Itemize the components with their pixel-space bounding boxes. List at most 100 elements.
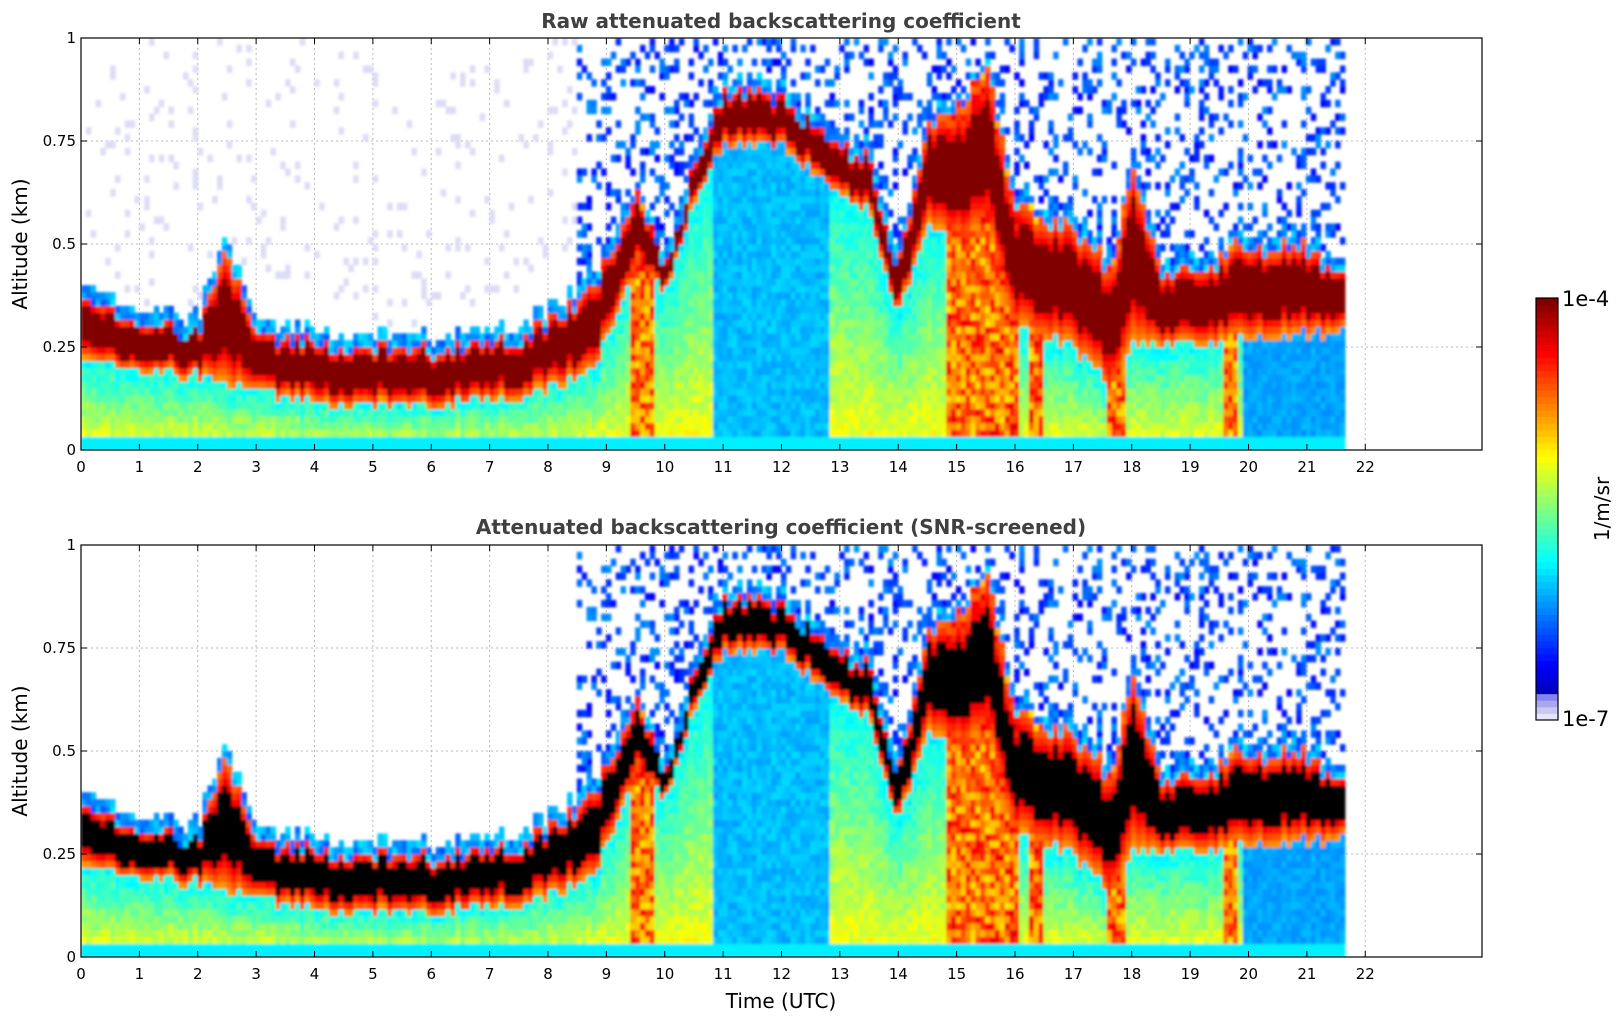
colorbar-step	[1536, 357, 1558, 365]
colorbar-step	[1536, 541, 1558, 550]
y-tick-label: 0.5	[52, 235, 76, 253]
colorbar-step	[1536, 344, 1558, 352]
colorbar-step	[1536, 403, 1558, 411]
x-axis-label: Time (UTC)	[725, 989, 837, 1013]
x-tick-label: 15	[947, 965, 966, 983]
colorbar-step	[1536, 396, 1558, 404]
colorbar-unit-label: 1/m/sr	[1590, 476, 1614, 541]
y-tick-label: 1	[66, 536, 76, 554]
x-tick-label: 7	[485, 458, 495, 476]
colorbar-step	[1536, 377, 1558, 385]
colorbar-step	[1536, 317, 1558, 325]
colorbar-step	[1536, 693, 1558, 701]
colorbar-step	[1536, 700, 1558, 708]
x-tick-label: 0	[76, 458, 86, 476]
x-tick-label: 17	[1064, 458, 1083, 476]
x-tick-label: 2	[193, 458, 203, 476]
colorbar-step	[1536, 330, 1558, 339]
x-tick-label: 13	[830, 458, 849, 476]
colorbar-step	[1536, 383, 1558, 391]
colorbar-step	[1536, 601, 1558, 609]
colorbar-step	[1536, 469, 1558, 477]
colorbar-step	[1536, 456, 1558, 464]
colorbar-step	[1536, 502, 1558, 510]
x-tick-label: 11	[714, 965, 733, 983]
colorbar-min-label: 1e-7	[1562, 707, 1609, 731]
colorbar-step	[1536, 555, 1558, 563]
panel-screened-ylabel: Altitude (km)	[8, 685, 32, 816]
colorbar: 1e-4 1e-7 1/m/sr	[1535, 287, 1614, 731]
x-tick-label: 9	[602, 965, 612, 983]
y-tick-label: 0.75	[43, 639, 76, 657]
colorbar-step	[1536, 535, 1558, 543]
x-tick-label: 16	[1005, 965, 1024, 983]
colorbar-step	[1536, 706, 1558, 714]
x-tick-label: 12	[772, 458, 791, 476]
colorbar-step	[1536, 370, 1558, 378]
x-tick-label: 9	[602, 458, 612, 476]
colorbar-step	[1536, 509, 1558, 517]
x-tick-label: 13	[830, 965, 849, 983]
panel-raw-yticks: 0 0.25 0.5 0.75 1	[43, 29, 1482, 459]
x-tick-label: 14	[889, 965, 908, 983]
colorbar-step	[1536, 614, 1558, 622]
colorbar-step	[1536, 673, 1558, 681]
x-tick-label: 15	[947, 458, 966, 476]
colorbar-step	[1536, 607, 1558, 615]
colorbar-step	[1536, 311, 1558, 319]
y-tick-label: 0.25	[43, 845, 76, 863]
panel-screened-xticks: 0 1 2 3 4 5 6 7 8 9 10 11 12 13 14 15 16 17 18 19 20 21 22	[76, 545, 1375, 983]
colorbar-step	[1536, 476, 1558, 484]
colorbar-step	[1536, 594, 1558, 602]
colorbar-step	[1536, 621, 1558, 629]
x-tick-label: 5	[368, 458, 378, 476]
x-tick-label: 6	[426, 965, 436, 983]
x-tick-label: 21	[1297, 965, 1316, 983]
x-tick-label: 7	[485, 965, 495, 983]
x-tick-label: 20	[1239, 458, 1258, 476]
colorbar-step	[1536, 363, 1558, 372]
colorbar-step	[1536, 350, 1558, 358]
colorbar-step	[1536, 416, 1558, 424]
x-tick-label: 18	[1122, 965, 1141, 983]
x-tick-label: 8	[543, 458, 553, 476]
colorbar-step	[1536, 667, 1558, 675]
x-tick-label: 12	[772, 965, 791, 983]
x-tick-label: 16	[1005, 458, 1024, 476]
panel-screened-yticks: 0 0.25 0.5 0.75 1	[43, 536, 1482, 966]
colorbar-step	[1536, 660, 1558, 668]
colorbar-step	[1536, 449, 1558, 457]
colorbar-step	[1536, 627, 1558, 635]
panel-raw-ylabel: Altitude (km)	[8, 178, 32, 309]
colorbar-step	[1536, 680, 1558, 688]
colorbar-step	[1536, 390, 1558, 398]
x-tick-label: 6	[426, 458, 436, 476]
x-tick-label: 22	[1356, 458, 1375, 476]
colorbar-step	[1536, 495, 1558, 503]
x-tick-label: 4	[310, 965, 320, 983]
colorbar-step	[1536, 515, 1558, 523]
colorbar-step	[1536, 581, 1558, 589]
x-tick-label: 8	[543, 965, 553, 983]
colorbar-step	[1536, 337, 1558, 345]
colorbar-gradient	[1536, 298, 1558, 721]
colorbar-step	[1536, 640, 1558, 648]
colorbar-step	[1536, 568, 1558, 576]
colorbar-step	[1536, 634, 1558, 642]
x-tick-label: 19	[1181, 965, 1200, 983]
x-tick-label: 21	[1297, 458, 1316, 476]
colorbar-step	[1536, 647, 1558, 655]
y-tick-label: 0.25	[43, 338, 76, 356]
x-tick-label: 19	[1181, 458, 1200, 476]
y-tick-label: 0.75	[43, 132, 76, 150]
panel-raw-title: Raw attenuated backscattering coefficien…	[541, 9, 1021, 33]
y-tick-label: 0.5	[52, 742, 76, 760]
colorbar-step	[1536, 436, 1558, 444]
colorbar-step	[1536, 654, 1558, 662]
colorbar-step	[1536, 423, 1558, 431]
panel-screened-title: Attenuated backscattering coefficient (S…	[476, 515, 1086, 539]
x-tick-label: 3	[251, 965, 261, 983]
x-tick-label: 1	[135, 458, 145, 476]
y-tick-label: 1	[66, 29, 76, 47]
